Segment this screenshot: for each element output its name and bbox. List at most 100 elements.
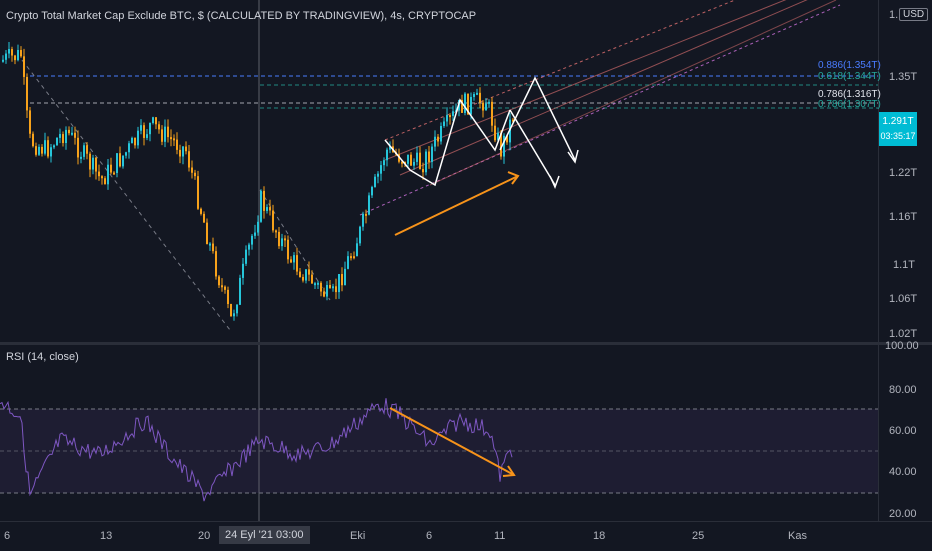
candle-body bbox=[266, 207, 268, 211]
candle-body bbox=[200, 208, 202, 214]
candle-body bbox=[128, 143, 130, 153]
candle-body bbox=[380, 165, 382, 174]
candle-body bbox=[323, 291, 325, 297]
candle-body bbox=[290, 259, 292, 263]
candle-body bbox=[137, 130, 139, 146]
candlestick-series bbox=[2, 42, 514, 321]
candle-body bbox=[401, 161, 403, 164]
candle-body bbox=[356, 243, 358, 257]
candle-body bbox=[233, 313, 235, 317]
arrowhead-icon bbox=[549, 175, 560, 189]
candle-body bbox=[344, 268, 346, 286]
candle-body bbox=[419, 152, 421, 169]
candle-body bbox=[308, 269, 310, 275]
price-scale[interactable]: 1. USD 1.35T 1.22T 1.16T 1.1T 1.06T 1.02… bbox=[878, 0, 932, 521]
fib-label-0786: 0.786(1.316T) bbox=[818, 89, 881, 100]
candle-body bbox=[242, 263, 244, 278]
candle-body bbox=[383, 160, 385, 166]
candle-body bbox=[446, 115, 448, 122]
candle-body bbox=[287, 239, 289, 260]
candle-body bbox=[71, 132, 73, 135]
candle-body bbox=[38, 146, 40, 155]
candle-body bbox=[305, 269, 307, 281]
candle-body bbox=[170, 137, 172, 140]
candle-body bbox=[104, 178, 106, 185]
candle-body bbox=[413, 161, 415, 166]
candle-body bbox=[206, 222, 208, 245]
time-label: Kas bbox=[788, 530, 807, 542]
candle-body bbox=[494, 125, 496, 141]
candle-body bbox=[407, 154, 409, 164]
candle-body bbox=[107, 164, 109, 185]
candle-body bbox=[497, 132, 499, 141]
candle-body bbox=[476, 92, 478, 95]
bar-countdown: 03:35:17 bbox=[880, 131, 916, 141]
candle-body bbox=[179, 149, 181, 157]
time-axis[interactable]: 6 13 20 24 Eyl '21 03:00 Eki 6 11 18 25 … bbox=[0, 521, 932, 551]
candle-body bbox=[434, 136, 436, 147]
candle-body bbox=[299, 271, 301, 278]
pane-divider[interactable] bbox=[0, 342, 932, 345]
candle-body bbox=[134, 137, 136, 146]
chart-title[interactable]: Crypto Total Market Cap Exclude BTC, $ (… bbox=[6, 10, 477, 22]
candle-body bbox=[320, 282, 322, 292]
candle-body bbox=[377, 173, 379, 177]
rsi-chart-canvas[interactable] bbox=[0, 345, 878, 521]
candle-body bbox=[152, 117, 154, 124]
candle-body bbox=[203, 213, 205, 223]
candle-body bbox=[227, 289, 229, 305]
candle-body bbox=[272, 210, 274, 231]
candle-body bbox=[485, 103, 487, 111]
candle-body bbox=[365, 213, 367, 216]
candle-body bbox=[374, 176, 376, 187]
candle-body bbox=[95, 157, 97, 172]
channel-mid-upper bbox=[384, 0, 787, 161]
candle-body bbox=[80, 156, 82, 159]
candle-body bbox=[314, 283, 316, 286]
candle-body bbox=[83, 145, 85, 157]
price-label: 1.16T bbox=[889, 211, 918, 223]
candle-body bbox=[443, 121, 445, 127]
trend-line-down bbox=[21, 59, 231, 331]
price-chart-canvas[interactable] bbox=[0, 0, 878, 550]
candle-body bbox=[347, 256, 349, 269]
price-chart-pane[interactable]: Crypto Total Market Cap Exclude BTC, $ (… bbox=[0, 0, 878, 550]
rsi-line bbox=[0, 398, 513, 502]
candle-body bbox=[341, 274, 343, 286]
current-price-tag: 1.291T 03:35:17 bbox=[879, 112, 917, 146]
candle-body bbox=[317, 282, 319, 285]
candle-body bbox=[362, 213, 364, 227]
orange-trend-arrow bbox=[394, 175, 519, 236]
candle-body bbox=[185, 146, 187, 152]
candle-body bbox=[251, 235, 253, 245]
candle-body bbox=[44, 140, 46, 154]
candle-body bbox=[368, 195, 370, 215]
candle-body bbox=[149, 123, 151, 135]
candle-body bbox=[488, 101, 490, 104]
candle-body bbox=[158, 124, 160, 130]
rsi-scale-label: 60.00 bbox=[889, 425, 917, 437]
candle-body bbox=[194, 172, 196, 177]
price-label: 1.22T bbox=[889, 167, 918, 179]
candle-body bbox=[473, 94, 475, 97]
candle-body bbox=[353, 256, 355, 259]
candle-body bbox=[176, 139, 178, 150]
candle-body bbox=[113, 172, 115, 175]
candle-body bbox=[29, 110, 31, 134]
candle-body bbox=[278, 231, 280, 247]
currency-unit-button[interactable]: USD bbox=[899, 8, 929, 21]
scale-prefix: 1. bbox=[889, 9, 899, 21]
rsi-title[interactable]: RSI (14, close) bbox=[6, 351, 79, 363]
candle-body bbox=[143, 125, 145, 138]
candle-body bbox=[131, 137, 133, 144]
candle-body bbox=[248, 244, 250, 250]
candle-body bbox=[452, 111, 454, 116]
candle-body bbox=[11, 49, 13, 56]
rsi-pane[interactable]: RSI (14, close) bbox=[0, 345, 878, 521]
candle-body bbox=[35, 146, 37, 155]
candle-body bbox=[482, 102, 484, 111]
candle-body bbox=[68, 129, 70, 134]
candle-body bbox=[62, 134, 64, 144]
candle-body bbox=[449, 115, 451, 118]
candle-body bbox=[155, 117, 157, 125]
